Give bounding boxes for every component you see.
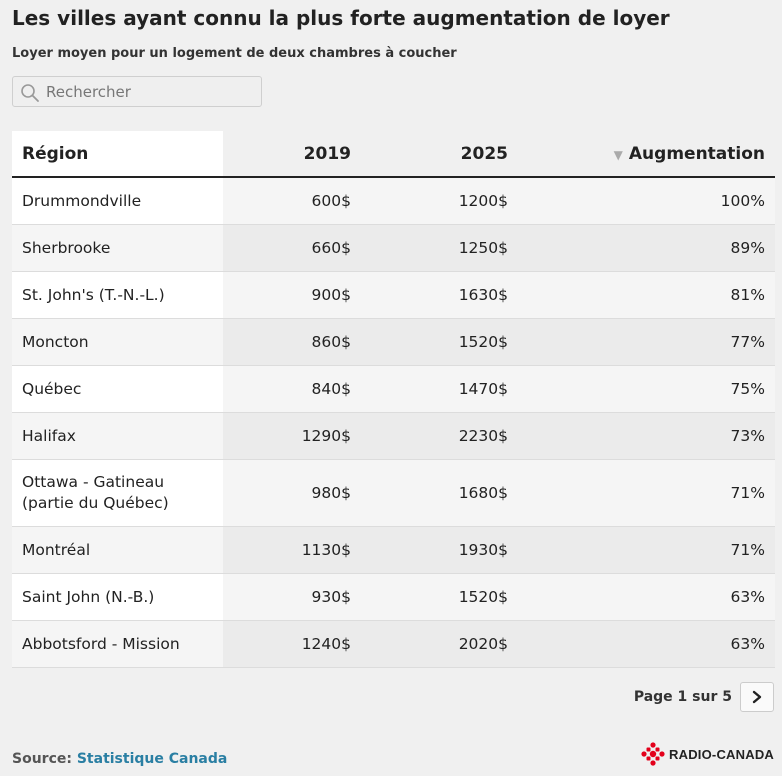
cell-region: Moncton	[12, 318, 223, 366]
next-page-button[interactable]	[740, 682, 774, 712]
cell-2025: 2230$	[361, 412, 518, 460]
cell-2025: 1520$	[361, 318, 518, 366]
chevron-right-icon	[752, 690, 762, 704]
cell-augmentation: 77%	[518, 318, 775, 366]
table-row: Ottawa - Gatineau (partie du Québec) 980…	[12, 459, 775, 527]
source-link[interactable]: Statistique Canada	[76, 751, 228, 767]
table-row: Abbotsford - Mission 1240$ 2020$ 63%	[12, 620, 775, 668]
cell-region: Ottawa - Gatineau (partie du Québec)	[12, 459, 223, 527]
search-icon	[21, 84, 39, 102]
pagination: Page 1 sur 5	[634, 682, 774, 712]
table-row: Halifax 1290$ 2230$ 73%	[12, 412, 775, 460]
table-row: Moncton 860$ 1520$ 77%	[12, 318, 775, 366]
page-subtitle: Loyer moyen pour un logement de deux cha…	[12, 46, 457, 61]
cell-2019: 1290$	[223, 412, 361, 460]
cell-2025: 1930$	[361, 526, 518, 574]
cell-augmentation: 100%	[518, 177, 775, 225]
sort-descending-icon: ▼	[613, 147, 623, 162]
table-row: Québec 840$ 1470$ 75%	[12, 365, 775, 413]
cell-2025: 1520$	[361, 573, 518, 621]
search-input[interactable]	[46, 78, 256, 105]
cell-region: Abbotsford - Mission	[12, 620, 223, 668]
page-title: Les villes ayant connu la plus forte aug…	[12, 6, 670, 30]
cell-region: Montréal	[12, 526, 223, 574]
cell-2025: 1630$	[361, 271, 518, 319]
cell-2019: 660$	[223, 224, 361, 272]
source-label: Source:	[12, 751, 72, 767]
cell-2019: 1130$	[223, 526, 361, 574]
cell-augmentation: 71%	[518, 459, 775, 527]
table-row: St. John's (T.-N.-L.) 900$ 1630$ 81%	[12, 271, 775, 319]
cell-2019: 840$	[223, 365, 361, 413]
cell-augmentation: 89%	[518, 224, 775, 272]
column-header-2019[interactable]: 2019	[223, 131, 361, 178]
source-line: Source: Statistique Canada	[12, 751, 227, 767]
cell-2019: 930$	[223, 573, 361, 621]
table-row: Montréal 1130$ 1930$ 71%	[12, 526, 775, 574]
cell-region: St. John's (T.-N.-L.)	[12, 271, 223, 319]
logo-wordmark: RADIO-CANADA	[669, 746, 774, 762]
table-header-row: Région 2019 2025 ▼ Augmentation	[12, 131, 775, 178]
rent-table: Région 2019 2025 ▼ Augmentation Drummondv…	[12, 131, 775, 668]
cell-augmentation: 63%	[518, 620, 775, 668]
cell-2019: 860$	[223, 318, 361, 366]
column-header-2025[interactable]: 2025	[361, 131, 518, 178]
cell-region: Halifax	[12, 412, 223, 460]
table-row: Sherbrooke 660$ 1250$ 89%	[12, 224, 775, 272]
cell-region: Sherbrooke	[12, 224, 223, 272]
column-header-region[interactable]: Région	[12, 131, 223, 178]
radio-canada-gem-icon	[641, 742, 665, 766]
cell-region: Drummondville	[12, 177, 223, 225]
table-row: Drummondville 600$ 1200$ 100%	[12, 177, 775, 225]
column-header-augmentation[interactable]: ▼ Augmentation	[518, 131, 775, 178]
table-row: Saint John (N.-B.) 930$ 1520$ 63%	[12, 573, 775, 621]
cell-2019: 980$	[223, 459, 361, 527]
cell-augmentation: 73%	[518, 412, 775, 460]
cell-2019: 1240$	[223, 620, 361, 668]
search-box[interactable]	[12, 76, 262, 107]
cell-2025: 1680$	[361, 459, 518, 527]
cell-augmentation: 71%	[518, 526, 775, 574]
cell-2025: 1250$	[361, 224, 518, 272]
cell-region: Saint John (N.-B.)	[12, 573, 223, 621]
page-indicator: Page 1 sur 5	[633, 689, 732, 705]
cell-2025: 1200$	[361, 177, 518, 225]
radio-canada-logo[interactable]: RADIO-CANADA	[641, 742, 774, 766]
cell-2025: 1470$	[361, 365, 518, 413]
cell-2025: 2020$	[361, 620, 518, 668]
cell-augmentation: 81%	[518, 271, 775, 319]
cell-region: Québec	[12, 365, 223, 413]
cell-augmentation: 63%	[518, 573, 775, 621]
cell-2019: 900$	[223, 271, 361, 319]
cell-2019: 600$	[223, 177, 361, 225]
cell-augmentation: 75%	[518, 365, 775, 413]
